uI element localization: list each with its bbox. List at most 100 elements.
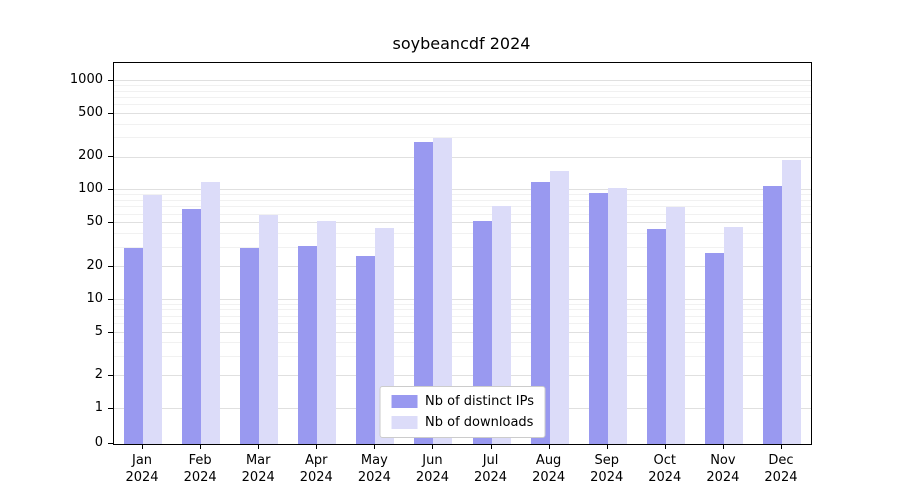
bar-distinct-ips-oct — [646, 229, 666, 444]
y-tickmark — [108, 375, 113, 377]
x-tickmark — [258, 444, 260, 449]
bar-distinct-ips-jun — [414, 141, 434, 444]
y-tickmark — [108, 222, 113, 224]
gridline-minor — [114, 246, 811, 248]
legend: Nb of distinct IPs Nb of downloads — [379, 386, 546, 438]
x-tickmark — [490, 444, 492, 449]
legend-label-distinct-ips: Nb of distinct IPs — [425, 394, 534, 409]
gridline-minor — [114, 309, 811, 311]
legend-item-downloads: Nb of downloads — [391, 415, 534, 430]
x-tick-label: Mar 2024 — [241, 453, 275, 485]
gridline-major — [114, 222, 811, 224]
x-tickmark — [432, 444, 434, 449]
y-tickmark — [108, 265, 113, 267]
gridline-minor — [114, 213, 811, 215]
bar-distinct-ips-dec — [762, 185, 782, 444]
bar-distinct-ips-mar — [240, 247, 260, 444]
x-tick-label: May 2024 — [357, 453, 391, 485]
chart-title: soybeancdf 2024 — [392, 34, 531, 53]
x-tickmark — [142, 444, 144, 449]
gridline-minor — [114, 90, 811, 92]
y-tick-label: 100 — [78, 181, 103, 197]
bar-downloads-apr — [317, 220, 337, 444]
gridline-minor — [114, 85, 811, 87]
x-tickmark — [664, 444, 666, 449]
y-tick-label: 2 — [94, 367, 103, 383]
bar-downloads-feb — [201, 181, 221, 444]
x-tick-label: Jun 2024 — [415, 453, 449, 485]
y-tickmark — [108, 189, 113, 191]
x-tick-label: Jan 2024 — [125, 453, 159, 485]
legend-label-downloads: Nb of downloads — [425, 415, 534, 430]
y-tick-label: 50 — [86, 214, 103, 230]
x-tick-label: Oct 2024 — [648, 453, 682, 485]
gridline-minor — [114, 232, 811, 234]
x-tickmark — [374, 444, 376, 449]
y-tick-label: 1 — [94, 400, 103, 415]
gridline-major — [114, 298, 811, 300]
x-tickmark — [316, 444, 318, 449]
x-tickmark — [722, 444, 724, 449]
y-tick-label: 20 — [86, 257, 103, 273]
legend-item-distinct-ips: Nb of distinct IPs — [391, 394, 534, 409]
y-tickmark — [108, 113, 113, 114]
y-tick-label: 200 — [78, 148, 103, 164]
bar-downloads-jan — [143, 195, 163, 444]
y-tick-label: 0 — [94, 435, 103, 450]
gridline-major — [114, 189, 811, 191]
x-tick-label: Nov 2024 — [706, 453, 740, 485]
gridline-minor — [114, 355, 811, 357]
gridline-major — [114, 331, 811, 333]
legend-swatch-downloads — [391, 416, 418, 429]
bar-downloads-oct — [665, 207, 685, 444]
bar-downloads-jul — [491, 206, 511, 444]
bar-downloads-sep — [607, 188, 627, 444]
gridline-major — [114, 375, 811, 377]
gridline-minor — [114, 104, 811, 106]
y-tick-label: 500 — [78, 105, 103, 120]
y-tick-label: 5 — [94, 323, 103, 339]
bar-distinct-ips-may — [356, 256, 376, 444]
gridline-minor — [114, 206, 811, 208]
y-tickmark — [108, 80, 113, 82]
y-tickmark — [108, 408, 113, 409]
gridline-minor — [114, 123, 811, 125]
y-tick-label: 1000 — [69, 72, 103, 88]
gridline-minor — [114, 194, 811, 196]
y-tickmark — [108, 156, 113, 158]
gridline-major — [114, 80, 811, 82]
gridline-minor — [114, 322, 811, 324]
gridline-minor — [114, 137, 811, 139]
bar-downloads-mar — [259, 214, 279, 444]
x-tick-label: Dec 2024 — [764, 453, 798, 485]
x-tickmark — [606, 444, 608, 449]
x-tickmark — [780, 444, 782, 449]
x-tick-label: Jul 2024 — [473, 453, 508, 485]
gridline-major — [114, 113, 811, 115]
bar-downloads-jun — [433, 138, 453, 444]
gridline-minor — [114, 303, 811, 305]
x-tick-label: Apr 2024 — [299, 453, 333, 485]
bar-distinct-ips-feb — [182, 208, 202, 444]
bar-distinct-ips-aug — [530, 181, 550, 444]
y-tickmark — [108, 298, 113, 300]
legend-swatch-distinct-ips — [391, 395, 418, 408]
y-tickmark — [108, 443, 113, 444]
x-tick-label: Feb 2024 — [183, 453, 217, 485]
gridline-major — [114, 156, 811, 158]
gridline-minor — [114, 342, 811, 344]
x-tick-label: Sep 2024 — [590, 453, 624, 485]
x-tickmark — [548, 444, 550, 449]
gridline-minor — [114, 315, 811, 317]
bar-downloads-dec — [781, 159, 801, 444]
bar-downloads-nov — [723, 227, 743, 444]
bar-distinct-ips-sep — [588, 192, 608, 444]
bar-distinct-ips-jan — [124, 247, 144, 444]
y-tick-label: 10 — [86, 290, 103, 306]
bar-distinct-ips-apr — [298, 246, 318, 444]
bar-downloads-aug — [549, 171, 569, 444]
plot-area: Nb of distinct IPs Nb of downloads — [113, 62, 812, 445]
x-tick-label: Aug 2024 — [532, 453, 566, 485]
bar-distinct-ips-nov — [704, 252, 724, 444]
